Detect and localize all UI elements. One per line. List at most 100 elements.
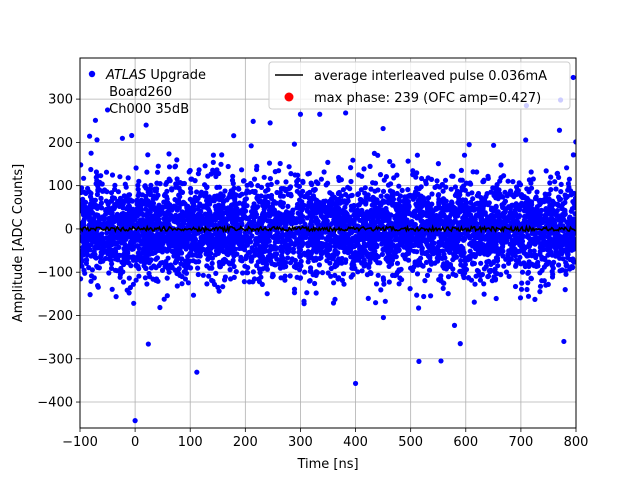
scatter-point (559, 251, 564, 256)
scatter-point (355, 269, 360, 274)
scatter-point (224, 251, 229, 256)
scatter-point (451, 237, 456, 242)
scatter-point (142, 260, 147, 265)
scatter-point (487, 238, 492, 243)
scatter-point (245, 183, 250, 188)
scatter-point (528, 181, 533, 186)
scatter-point (265, 291, 270, 296)
scatter-point (524, 186, 529, 191)
scatter-point (155, 279, 160, 284)
scatter-point (164, 194, 169, 199)
scatter-point (486, 202, 491, 207)
scatter-point (221, 258, 226, 263)
scatter-point (457, 250, 462, 255)
scatter-point (125, 288, 130, 293)
scatter-point (442, 243, 447, 248)
scatter-point (490, 185, 495, 190)
scatter-point (415, 153, 420, 158)
scatter-point (373, 300, 378, 305)
scatter-point (448, 246, 453, 251)
scatter-point (203, 163, 208, 168)
scatter-point (177, 273, 182, 278)
scatter-point (373, 231, 378, 236)
scatter-point (418, 218, 423, 223)
scatter-point (126, 199, 131, 204)
scatter-point (207, 222, 212, 227)
scatter-point (414, 186, 419, 191)
scatter-point (238, 255, 243, 260)
scatter-point (121, 279, 126, 284)
scatter-point (219, 152, 224, 157)
scatter-point (419, 176, 424, 181)
scatter-point (557, 268, 562, 273)
scatter-point (244, 203, 249, 208)
scatter-point (211, 153, 216, 158)
scatter-point (116, 245, 121, 250)
scatter-point (438, 211, 443, 216)
scatter-point (110, 287, 115, 292)
scatter-point (471, 169, 476, 174)
scatter-point (558, 219, 563, 224)
scatter-point (367, 242, 372, 247)
scatter-point (116, 231, 121, 236)
scatter-point (333, 205, 338, 210)
scatter-point (457, 237, 462, 242)
scatter-point (534, 189, 539, 194)
scatter-point (503, 199, 508, 204)
scatter-point (94, 169, 99, 174)
scatter-point (144, 198, 149, 203)
scatter-point (436, 161, 441, 166)
scatter-point (565, 252, 570, 257)
scatter-point (355, 192, 360, 197)
scatter-point (513, 264, 518, 269)
scatter-point (468, 182, 473, 187)
scatter-point (375, 187, 380, 192)
scatter-point (394, 173, 399, 178)
scatter-point (498, 162, 503, 167)
scatter-point (429, 191, 434, 196)
scatter-point (136, 179, 141, 184)
scatter-point (212, 198, 217, 203)
scatter-point (110, 172, 115, 177)
scatter-point (413, 175, 418, 180)
scatter-point (446, 291, 451, 296)
scatter-point (147, 274, 152, 279)
scatter-point (259, 253, 264, 258)
scatter-point (538, 284, 543, 289)
scatter-point (466, 275, 471, 280)
scatter-point (268, 176, 273, 181)
scatter-point (252, 190, 257, 195)
scatter-point (164, 180, 169, 185)
scatter-point (94, 175, 99, 180)
scatter-point (336, 191, 341, 196)
scatter-point (490, 217, 495, 222)
scatter-point (118, 272, 123, 277)
scatter-point (357, 202, 362, 207)
scatter-point (460, 245, 465, 250)
scatter-point (419, 262, 424, 267)
scatter-point (134, 198, 139, 203)
scatter-point (548, 175, 553, 180)
scatter-point (501, 212, 506, 217)
scatter-point (527, 244, 532, 249)
scatter-point (196, 171, 201, 176)
scatter-point (156, 164, 161, 169)
scatter-point (361, 166, 366, 171)
scatter-point (249, 209, 254, 214)
scatter-point (120, 136, 125, 141)
scatter-point (453, 273, 458, 278)
scatter-point (194, 215, 199, 220)
scatter-point (396, 184, 401, 189)
scatter-point (436, 192, 441, 197)
scatter-point (368, 164, 373, 169)
scatter-point (233, 192, 238, 197)
scatter-point (218, 264, 223, 269)
scatter-point (312, 188, 317, 193)
scatter-point (545, 219, 550, 224)
scatter-point (269, 182, 274, 187)
scatter-point (258, 199, 263, 204)
scatter-point (413, 202, 418, 207)
scatter-point (163, 204, 168, 209)
scatter-point (389, 261, 394, 266)
scatter-point (442, 266, 447, 271)
